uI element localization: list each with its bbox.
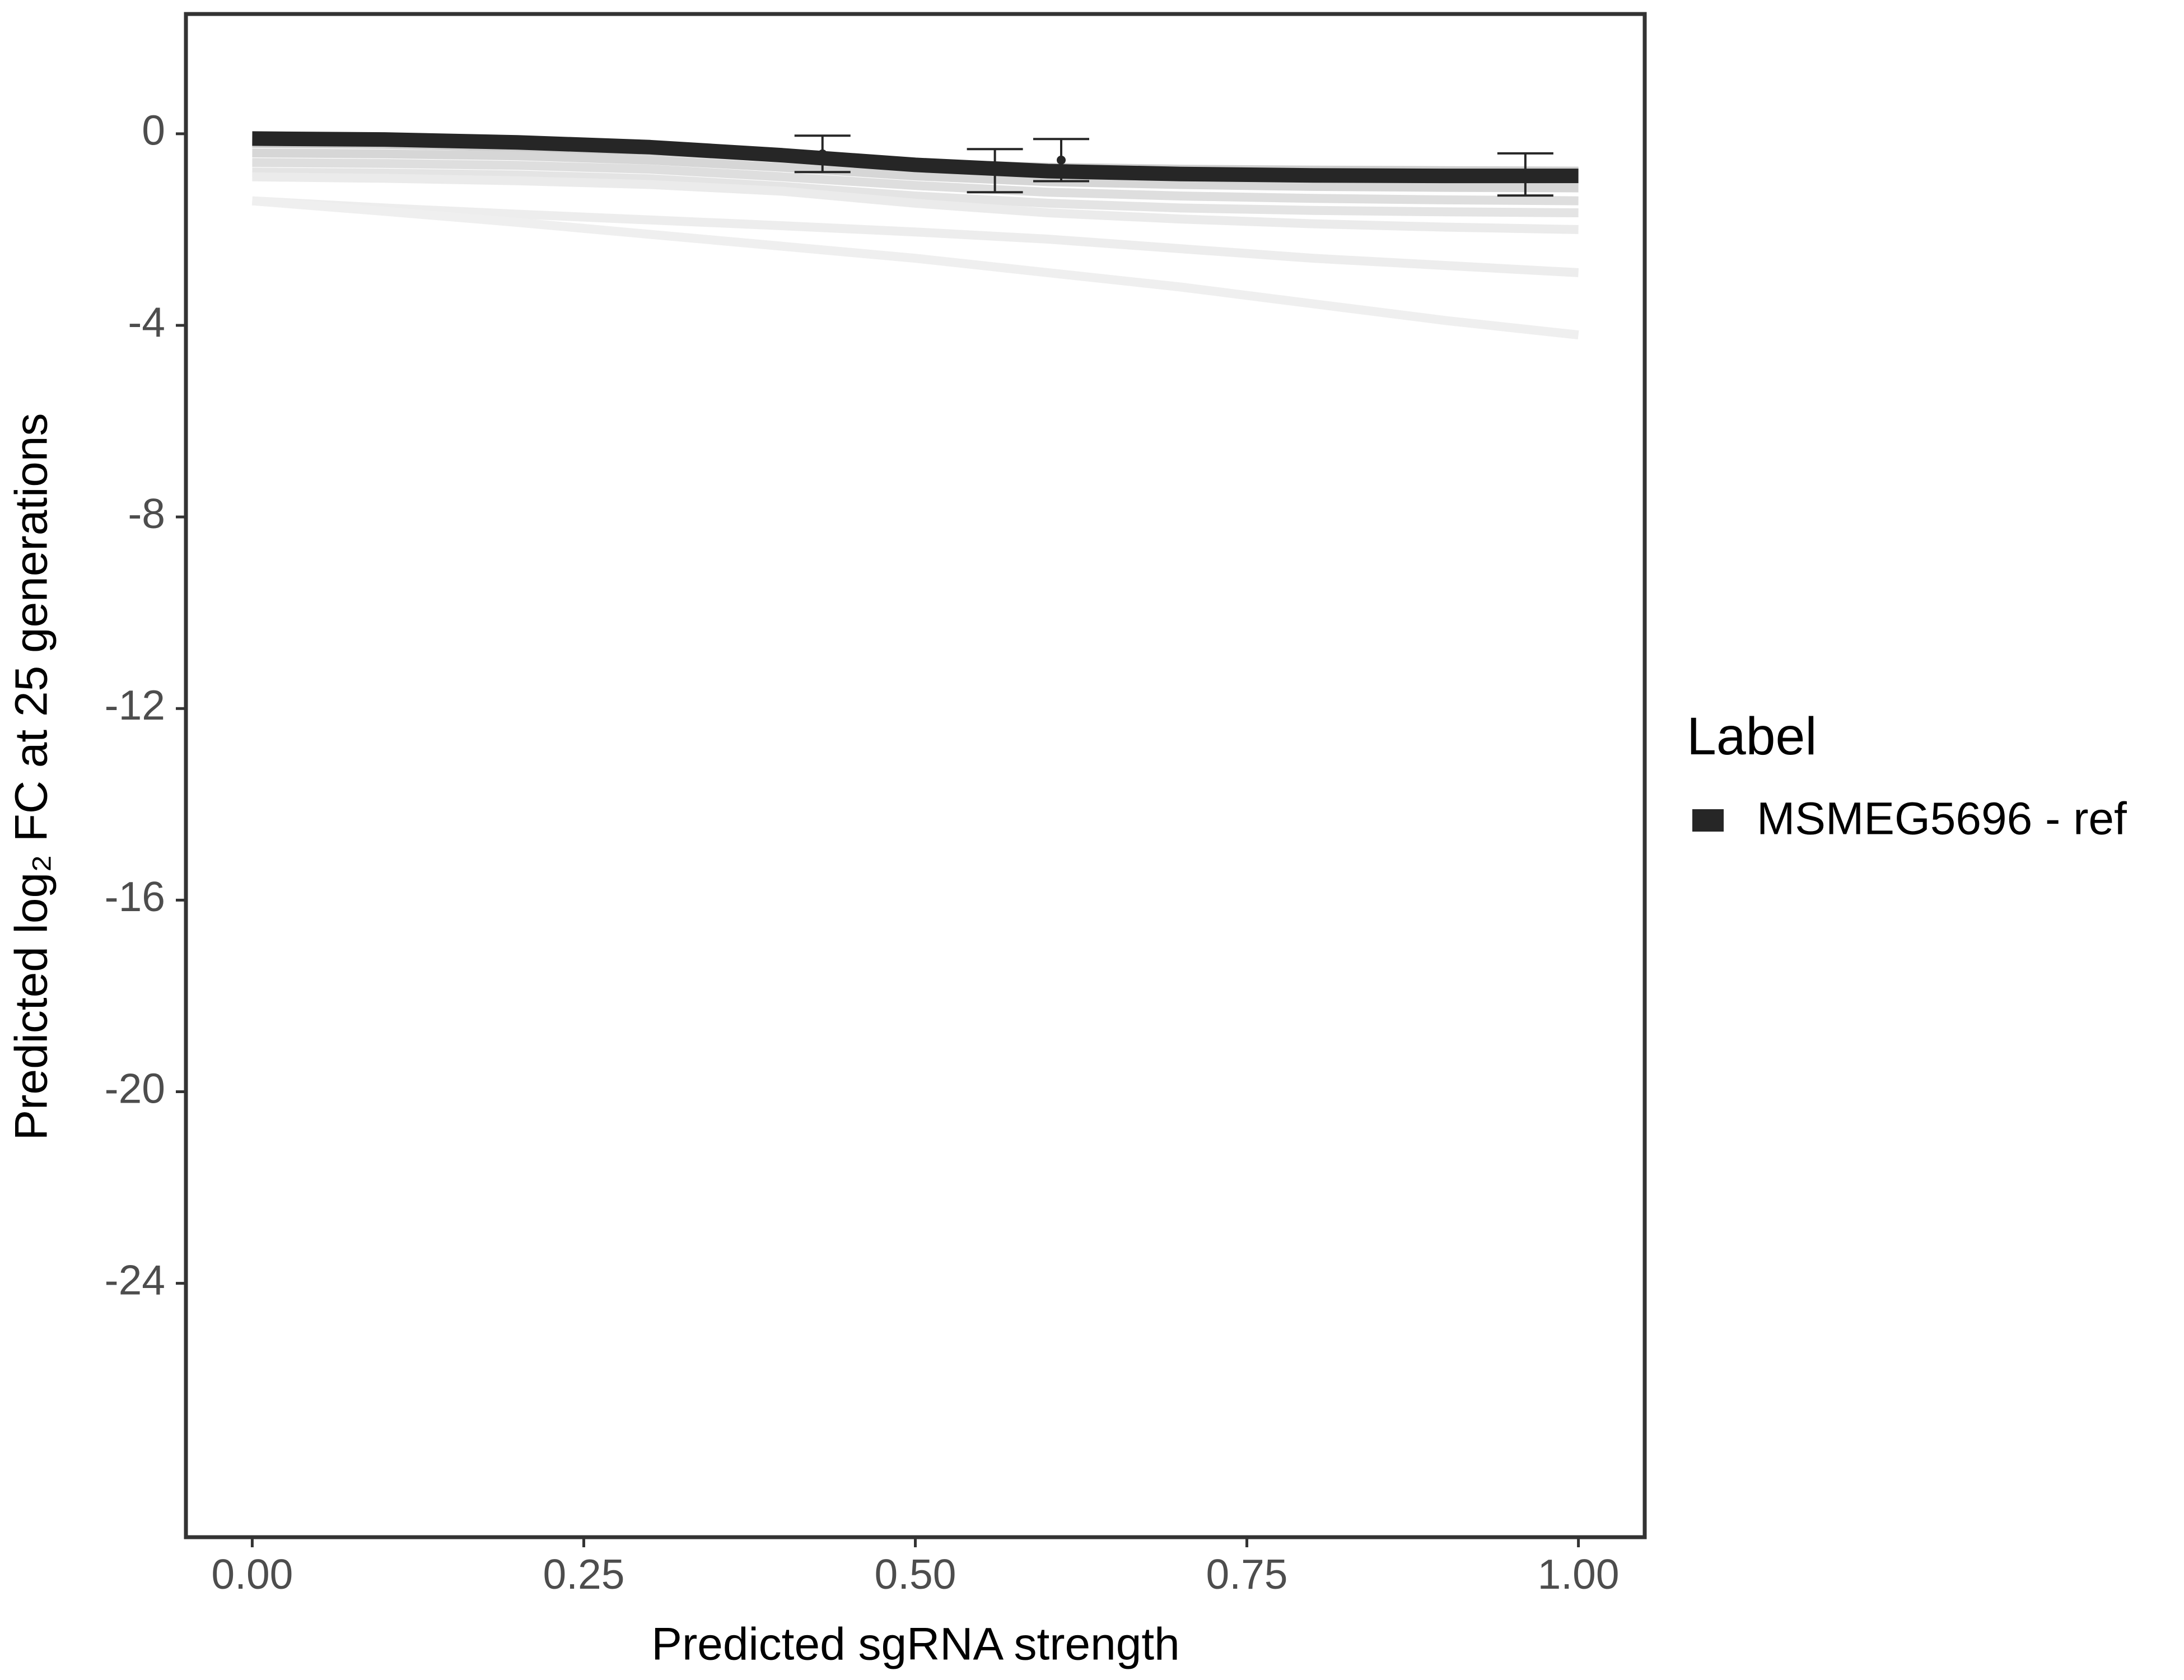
y-tick-label: 0 (142, 107, 165, 154)
reference-line (252, 172, 1579, 234)
legend-key (1692, 809, 1724, 832)
x-tick-label: 0.00 (211, 1551, 293, 1598)
y-tick-label: -24 (105, 1256, 165, 1303)
reference-line (252, 148, 1579, 193)
legend-label: MSMEG5696 - ref (1757, 794, 2127, 844)
series-line (252, 131, 1579, 184)
reference-line (251, 196, 1579, 277)
x-tick-label: 0.50 (875, 1551, 956, 1598)
legend-title: Label (1687, 707, 1817, 766)
y-tick-label: -16 (105, 873, 165, 920)
y-tick-label: -12 (105, 682, 165, 729)
point (1520, 170, 1530, 179)
x-tick-label: 0.75 (1206, 1551, 1288, 1598)
point (990, 166, 1000, 175)
reference-line (252, 167, 1579, 217)
y-tick-label: -4 (128, 298, 165, 346)
y-tick-label: -8 (128, 490, 165, 537)
point (818, 149, 827, 158)
reference-line (251, 196, 1579, 340)
reference-line (252, 158, 1579, 206)
x-tick-label: 0.25 (543, 1551, 624, 1598)
x-tick-label: 1.00 (1538, 1551, 1620, 1598)
point (1057, 155, 1066, 165)
y-tick-label: -20 (105, 1065, 165, 1112)
x-axis-title: Predicted sgRNA strength (651, 1619, 1179, 1670)
y-axis-title: Predicted log₂ FC at 25 generations (6, 413, 57, 1140)
